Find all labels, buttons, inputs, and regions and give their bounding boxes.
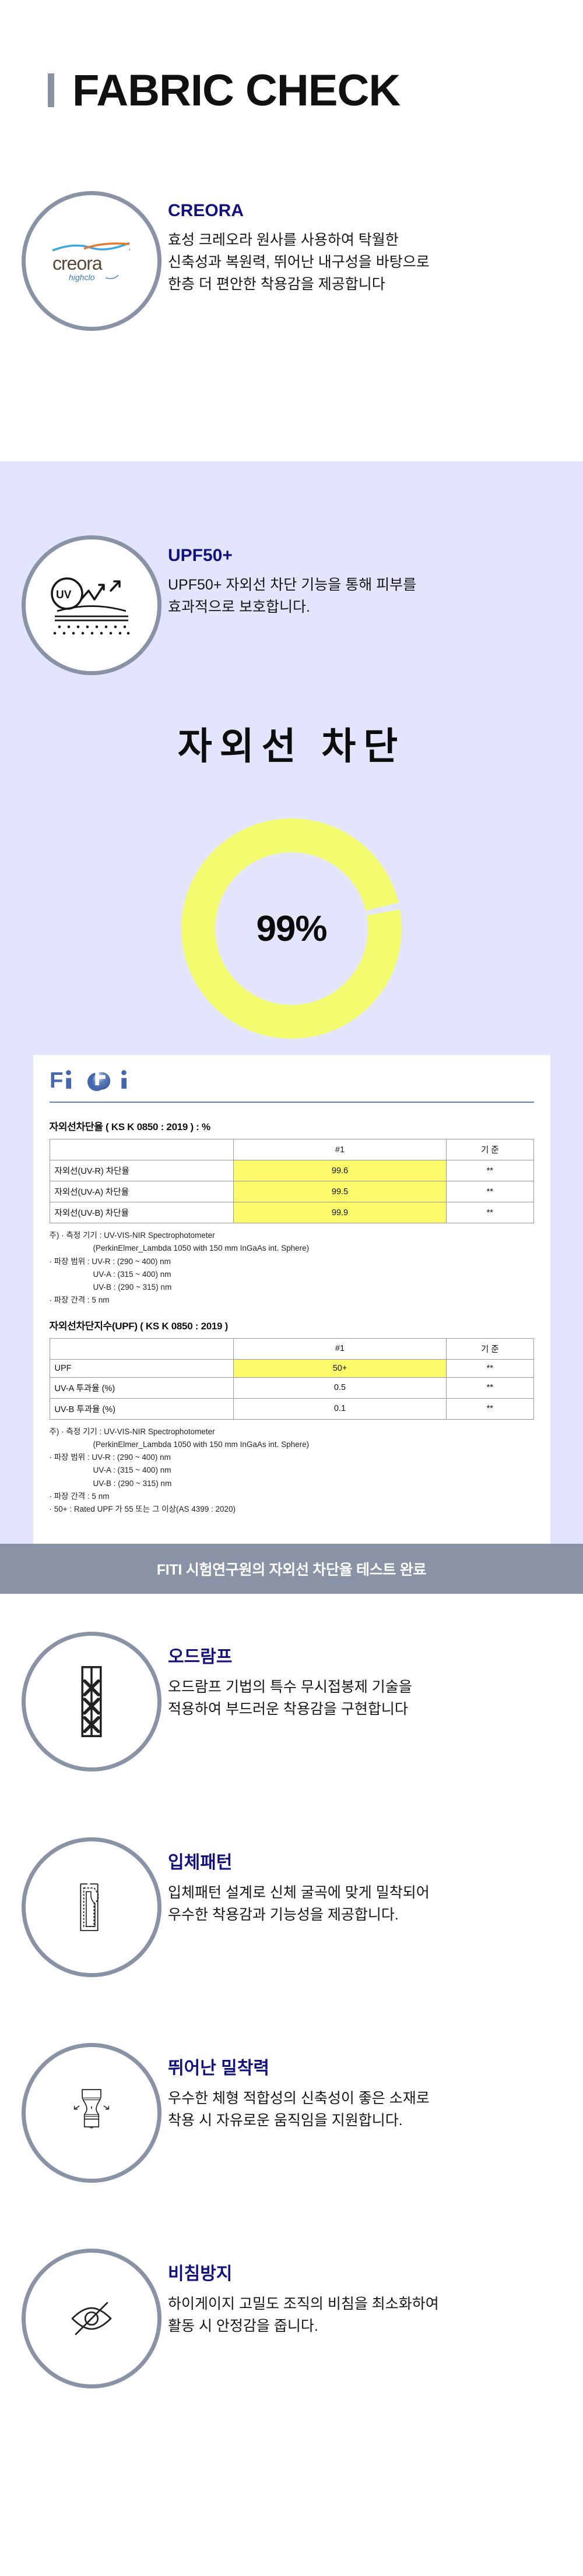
svg-text:': ' — [129, 247, 130, 256]
svg-text:creora: creora — [52, 253, 103, 274]
svg-text:UV: UV — [56, 589, 72, 601]
svg-text:highclo: highclo — [69, 273, 95, 282]
svg-text:F: F — [50, 1068, 63, 1093]
